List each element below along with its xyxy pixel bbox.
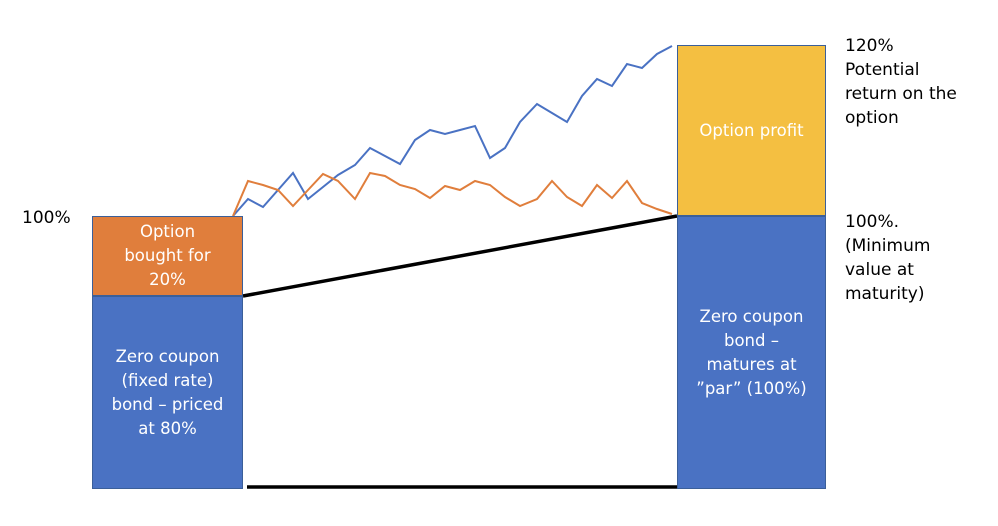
zero-coupon-bond-priced-box: Zero coupon (fixed rate) bond – priced a… <box>92 296 243 489</box>
zero-coupon-bond-priced-text: Zero coupon (fixed rate) bond – priced a… <box>111 346 224 438</box>
potential-return-label: 120% Potential return on the option <box>845 36 957 128</box>
option-path-high <box>232 45 673 217</box>
zero-coupon-bond-maturity-text: Zero coupon bond – matures at ”par” (100… <box>696 306 807 398</box>
option-cost-box: Option bought for 20% <box>92 216 243 296</box>
left-100-percent-label: 100% <box>22 208 71 228</box>
bond-accrual-line <box>242 214 678 298</box>
minimum-value-label: 100%. (Minimum value at maturity) <box>845 212 931 304</box>
option-cost-text: Option bought for 20% <box>124 222 211 289</box>
zero-coupon-bond-maturity-box: Zero coupon bond – matures at ”par” (100… <box>677 216 826 489</box>
option-path-low <box>232 171 673 217</box>
option-profit-box: Option profit <box>677 45 826 216</box>
option-profit-text: Option profit <box>699 120 804 140</box>
